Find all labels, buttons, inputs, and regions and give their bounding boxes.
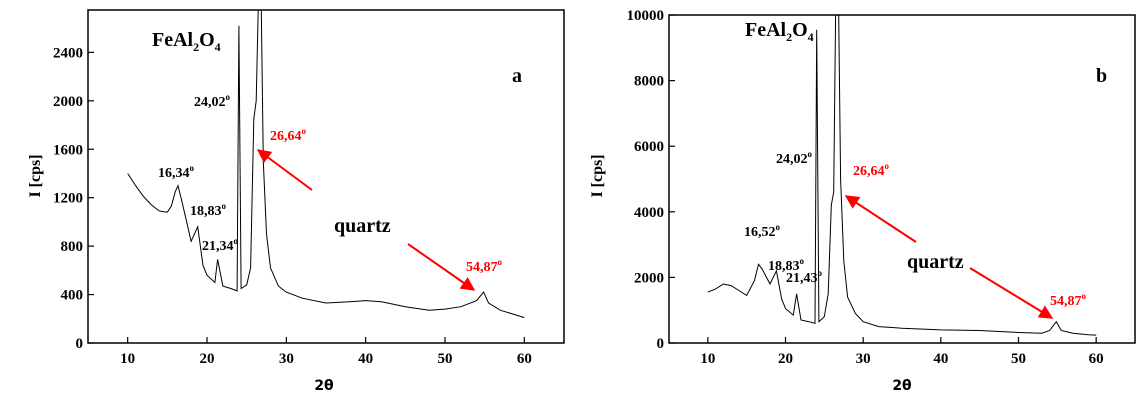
y-axis-ticks: 0 2000 4000 6000 8000 10000 — [627, 8, 675, 352]
quartz-arrow-54-87 — [407, 243, 476, 291]
x-axis-ticks: 10 20 30 40 50 60 — [120, 337, 532, 367]
peak-label-26-64: 26,64o — [853, 161, 890, 179]
y-tick-label: 400 — [61, 288, 84, 304]
y-tick-label: 6000 — [634, 139, 664, 155]
peak-label-21-43: 21,43o — [786, 268, 823, 286]
diffractogram-line — [127, 9, 525, 319]
x-tick-label: 50 — [438, 351, 453, 367]
peak-label-54-87: 54,87o — [466, 257, 503, 275]
peak-label-26-64: 26,64o — [270, 126, 307, 144]
y-axis-label: I [cps] — [589, 154, 606, 197]
quartz-arrow-26-64 — [844, 195, 917, 243]
y-tick-label: 4000 — [634, 205, 664, 221]
y-tick-label: 2000 — [634, 270, 664, 286]
y-axis-label: I [cps] — [27, 154, 44, 197]
y-tick-label: 8000 — [634, 74, 664, 90]
peak-label-24-02: 24,02o — [776, 149, 813, 167]
plot-frame — [87, 9, 565, 344]
y-axis-ticks: 0 400 800 1200 1600 2000 2400 — [53, 45, 94, 352]
y-tick-label: 2000 — [53, 94, 83, 110]
diffractogram-line — [707, 14, 1097, 336]
compound-label: FeAl2O4 — [152, 29, 221, 54]
peak-label-16-34: 16,34o — [158, 163, 195, 181]
x-tick-label: 20 — [778, 351, 793, 367]
quartz-label: quartz — [907, 251, 964, 273]
peak-label-16-52: 16,52o — [744, 222, 781, 240]
y-tick-label: 1200 — [53, 191, 83, 207]
y-tick-label: 0 — [657, 336, 665, 352]
x-tick-label: 10 — [700, 351, 715, 367]
x-axis-label: 2θ — [892, 378, 912, 394]
x-tick-label: 30 — [279, 351, 294, 367]
plot-frame — [668, 14, 1136, 344]
peak-label-24-02: 24,02o — [194, 92, 231, 110]
y-tick-label: 0 — [76, 336, 84, 352]
x-tick-label: 60 — [1089, 351, 1104, 367]
x-tick-label: 50 — [1011, 351, 1026, 367]
x-tick-label: 30 — [856, 351, 871, 367]
quartz-arrow-26-64 — [256, 149, 313, 191]
y-tick-label: 800 — [61, 239, 84, 255]
y-tick-label: 2400 — [53, 45, 83, 61]
chart-panel-a: 10 20 30 40 50 60 0 400 800 1200 1600 2000 2400 I [… — [27, 9, 565, 394]
x-tick-label: 60 — [517, 351, 532, 367]
x-axis-ticks: 10 20 30 40 50 60 — [700, 337, 1104, 367]
x-tick-label: 40 — [933, 351, 948, 367]
panel-label: b — [1096, 65, 1107, 87]
y-tick-label: 10000 — [627, 8, 665, 24]
peak-label-21-34: 21,34o — [202, 236, 239, 254]
peak-label-18-83: 18,83o — [768, 256, 805, 274]
x-tick-label: 10 — [120, 351, 135, 367]
panel-label: a — [512, 65, 522, 87]
x-axis-label: 2θ — [314, 378, 334, 394]
y-tick-label: 1600 — [53, 142, 83, 158]
x-tick-label: 20 — [200, 351, 215, 367]
quartz-label: quartz — [334, 215, 391, 237]
compound-label: FeAl2O4 — [745, 19, 814, 44]
peak-label-18-83: 18,83o — [190, 201, 227, 219]
x-tick-label: 40 — [358, 351, 373, 367]
peak-label-54-87: 54,87o — [1050, 291, 1087, 309]
quartz-arrow-54-87 — [969, 267, 1054, 319]
chart-panel-b: 10 20 30 40 50 60 0 2000 4000 6000 8000 10000 I [c… — [589, 8, 1136, 394]
